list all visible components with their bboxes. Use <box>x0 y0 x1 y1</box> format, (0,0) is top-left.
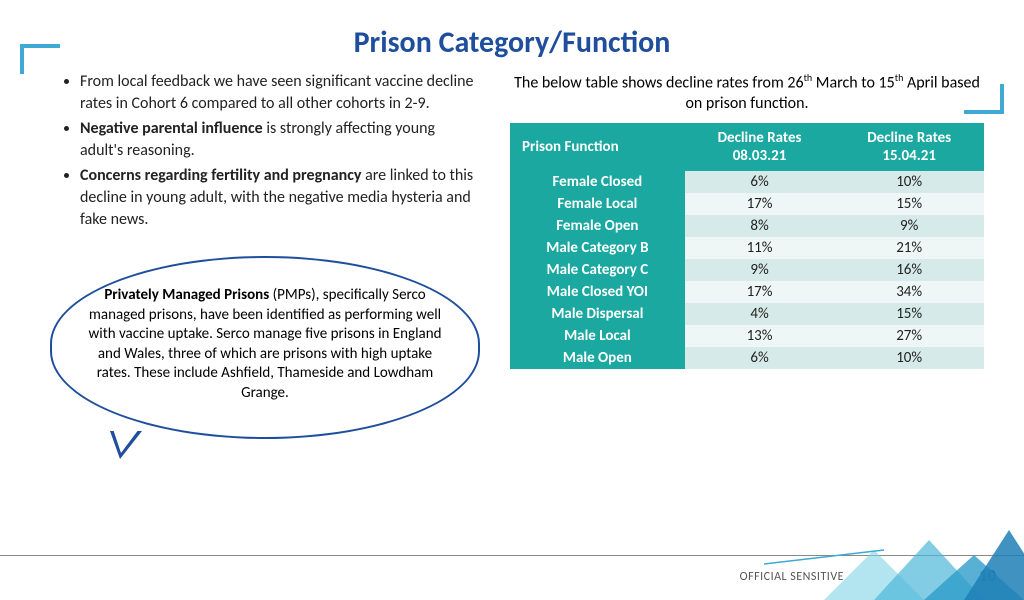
caption-sup: th <box>804 71 813 84</box>
table-cell: Male Closed YOI <box>510 281 685 303</box>
table-header: Decline Rates08.03.21 <box>685 123 835 171</box>
table-row: Male Category B11%21% <box>510 237 984 259</box>
table-row: Male Local13%27% <box>510 325 984 347</box>
caption-text: The below table shows decline rates from… <box>514 73 803 92</box>
decline-rates-table: Prison FunctionDecline Rates08.03.21Decl… <box>510 123 984 369</box>
table-cell: Male Category C <box>510 259 685 281</box>
bullet-bold: Concerns regarding fertility and pregnan… <box>80 166 362 185</box>
table-caption: The below table shows decline rates from… <box>510 71 984 115</box>
table-header-row: Prison FunctionDecline Rates08.03.21Decl… <box>510 123 984 171</box>
table-header: Decline Rates15.04.21 <box>834 123 984 171</box>
content-area: From local feedback we have seen signifi… <box>0 61 1024 439</box>
table-cell: 9% <box>685 259 835 281</box>
bullet-item: Concerns regarding fertility and pregnan… <box>80 165 480 230</box>
table-row: Female Closed6%10% <box>510 171 984 193</box>
bullet-list: From local feedback we have seen signifi… <box>60 71 480 230</box>
table-row: Male Dispersal4%15% <box>510 303 984 325</box>
corner-decoration-top-right <box>964 84 1004 114</box>
table-body: Female Closed6%10%Female Local17%15%Fema… <box>510 171 984 369</box>
table-cell: 10% <box>834 171 984 193</box>
bullet-item: Negative parental influence is strongly … <box>80 118 480 161</box>
table-row: Male Category C9%16% <box>510 259 984 281</box>
table-cell: Female Closed <box>510 171 685 193</box>
footer-divider <box>0 555 1024 556</box>
caption-text: March to 15 <box>812 73 895 92</box>
footer-triangles-icon <box>764 520 1024 600</box>
table-cell: 6% <box>685 347 835 369</box>
page-title: Prison Category/Function <box>0 24 1024 61</box>
table-cell: 8% <box>685 215 835 237</box>
table-cell: Male Category B <box>510 237 685 259</box>
speech-bubble-container: Privately Managed Prisons (PMPs), specif… <box>50 256 480 439</box>
table-cell: 10% <box>834 347 984 369</box>
footer-classification: OFFICIAL SENSITIVE <box>740 570 844 584</box>
table-row: Male Open6%10% <box>510 347 984 369</box>
table-cell: 15% <box>834 193 984 215</box>
table-cell: 4% <box>685 303 835 325</box>
table-row: Male Closed YOI17%34% <box>510 281 984 303</box>
table-cell: 27% <box>834 325 984 347</box>
bullet-text: From local feedback we have seen signifi… <box>80 72 474 113</box>
table-cell: 13% <box>685 325 835 347</box>
table-cell: Female Open <box>510 215 685 237</box>
bullet-item: From local feedback we have seen signifi… <box>80 71 480 114</box>
left-column: From local feedback we have seen signifi… <box>60 71 480 439</box>
corner-decoration-top-left <box>20 44 60 74</box>
table-cell: Male Open <box>510 347 685 369</box>
table-cell: Male Dispersal <box>510 303 685 325</box>
speech-tail-icon <box>110 431 142 459</box>
speech-bubble: Privately Managed Prisons (PMPs), specif… <box>50 256 480 439</box>
table-header: Prison Function <box>510 123 685 171</box>
table-cell: Male Local <box>510 325 685 347</box>
bullet-bold: Negative parental influence <box>80 119 263 138</box>
table-cell: Female Local <box>510 193 685 215</box>
table-cell: 34% <box>834 281 984 303</box>
table-cell: 15% <box>834 303 984 325</box>
table-cell: 6% <box>685 171 835 193</box>
right-column: The below table shows decline rates from… <box>510 71 984 439</box>
table-cell: 17% <box>685 281 835 303</box>
speech-bold: Privately Managed Prisons <box>104 286 269 304</box>
table-row: Female Local17%15% <box>510 193 984 215</box>
table-cell: 9% <box>834 215 984 237</box>
table-cell: 16% <box>834 259 984 281</box>
table-row: Female Open8%9% <box>510 215 984 237</box>
table-cell: 17% <box>685 193 835 215</box>
table-cell: 11% <box>685 237 835 259</box>
table-cell: 21% <box>834 237 984 259</box>
